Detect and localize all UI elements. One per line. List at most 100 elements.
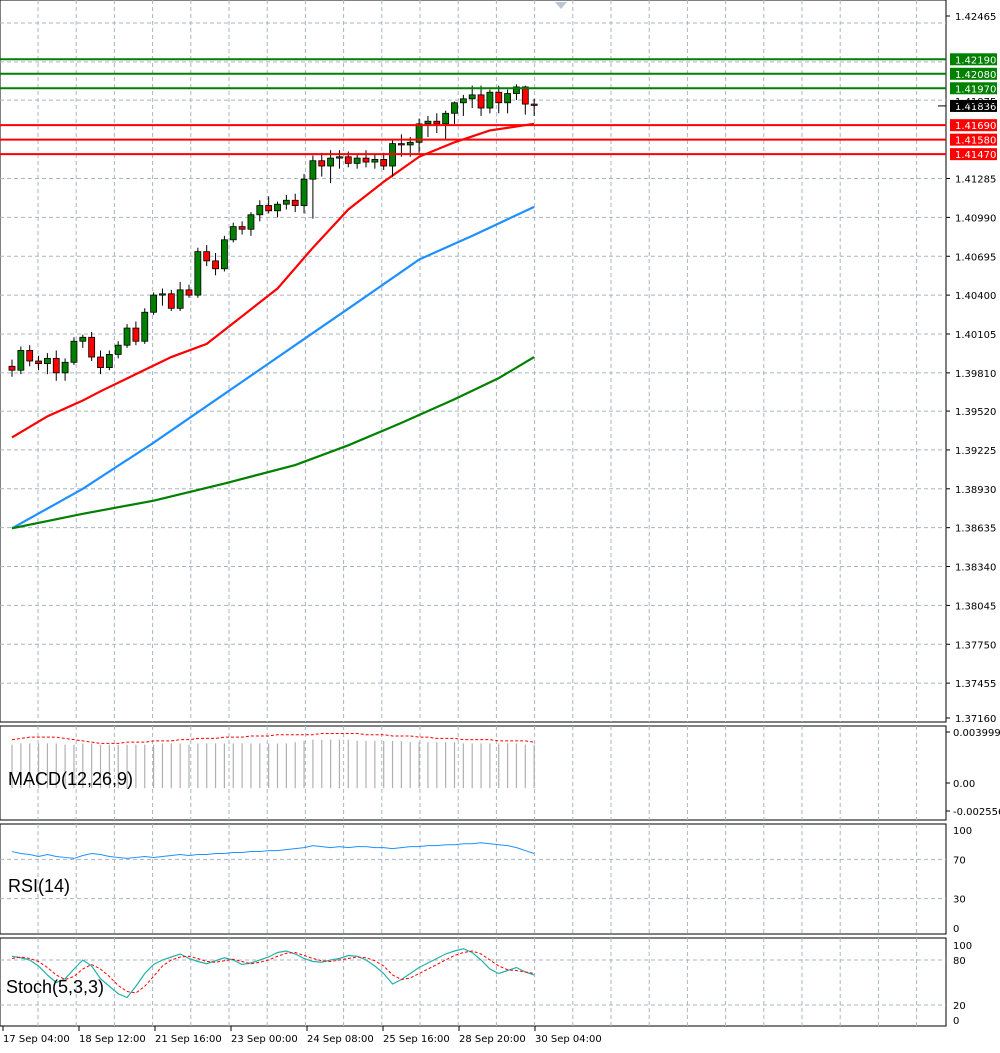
candlesticks [8,84,538,381]
candle-body [150,294,158,313]
candle [8,359,16,377]
candle-body [114,344,122,355]
candle-body [194,251,202,296]
candle [424,115,432,138]
candle [468,85,476,109]
hidden-price-label: 1.41875 [955,97,996,108]
candle [282,194,290,210]
candle [247,212,255,236]
candle [17,346,25,375]
candle-body [371,159,379,163]
candle-body [327,157,335,167]
candle [459,94,467,116]
candle-body [406,141,414,146]
rsi-tick-label: 70 [953,855,966,866]
time-tick-label: 18 Sep 12:00 [79,1034,146,1045]
candle [318,152,326,177]
candle [194,247,202,298]
rsi-tick-label: 30 [953,895,966,906]
time-tick-label: 28 Sep 20:00 [459,1034,526,1045]
candle-body [88,336,96,358]
candle-body [318,160,326,167]
candle-body [300,178,308,206]
candle-body [52,357,60,374]
candle [513,84,520,101]
current-price-label: 1.41836 [955,102,996,113]
candle [486,89,494,114]
candle [79,334,87,348]
macd-tick-label: 0.00 [953,779,975,790]
price-level-tag [950,53,997,66]
price-tick-label: 1.38930 [955,485,996,496]
candle [185,284,193,298]
rsi-plot [0,842,946,900]
candle-body [362,157,370,163]
candle [44,353,51,375]
candle-body [238,226,246,230]
candle [371,154,379,169]
candle [300,173,308,214]
price-level-tag [950,133,997,146]
price-level-tag [950,82,997,95]
candle-body [477,94,485,109]
rsi-pane[interactable] [0,823,947,935]
candle-body [397,143,405,146]
rsi-tick-label: 100 [953,826,972,837]
price-tick-label: 1.42465 [955,12,996,23]
price-level-label: 1.42190 [955,55,996,66]
price-tick-label: 1.41285 [955,175,996,186]
moving-average-1 [11,122,535,439]
candle [105,350,113,371]
main-pane[interactable] [0,0,947,723]
price-tick-label: 1.38045 [955,601,996,612]
candle-body [105,354,113,368]
candle-body [282,199,290,205]
time-axis: 17 Sep 04:00 18 Sep 12:00 21 Sep 16:00 23 S… [2,1026,602,1045]
moving-average-3 [11,356,535,530]
stoch-label: Stoch(5,3,3) [6,977,104,997]
candle-body [459,98,467,104]
price-level-label: 1.41970 [955,84,996,95]
price-levels: 1.42190 1.42080 1.41970 1.41690 1.41580 1.414… [0,53,997,161]
chart-shift-marker-icon[interactable] [555,2,567,9]
stoch-tick-label: 80 [953,956,966,967]
candle-body [433,120,441,125]
time-tick-label: 23 Sep 00:00 [231,1034,298,1045]
macd-pane[interactable] [0,725,947,821]
candle [291,193,299,213]
candle-body [132,327,140,342]
macd-tick-label: 0.003999 [953,728,1000,739]
macd-signal-line [11,732,535,744]
candle [203,245,211,267]
candle-body [415,123,423,143]
candle-body [203,251,211,262]
candle-body [176,289,184,309]
price-tick-label: 1.40400 [955,291,996,302]
price-tick-label: 1.37160 [955,714,996,725]
stoch-main-line [11,948,535,999]
candle-body [8,365,16,371]
stoch-tick-label: 0 [953,1016,959,1027]
candle [495,85,503,114]
candle-body [185,289,193,296]
price-tick-label: 1.40695 [955,252,996,263]
price-tick-label: 1.39520 [955,407,996,418]
candle [433,113,441,134]
candle [274,201,281,218]
candle-body [309,160,317,180]
candle-body [521,86,529,105]
candle-body [212,260,219,270]
candle [220,235,228,272]
stoch-pane[interactable] [0,937,947,1027]
candle-body [167,293,175,309]
candle-body [159,293,166,296]
candle [159,288,166,306]
candle-body [79,336,87,342]
candle-body [26,350,34,362]
candle [504,89,512,114]
candle [309,155,317,219]
price-tick-label: 1.37455 [955,679,996,690]
moving-averages [11,122,535,530]
candle-body [504,93,512,104]
